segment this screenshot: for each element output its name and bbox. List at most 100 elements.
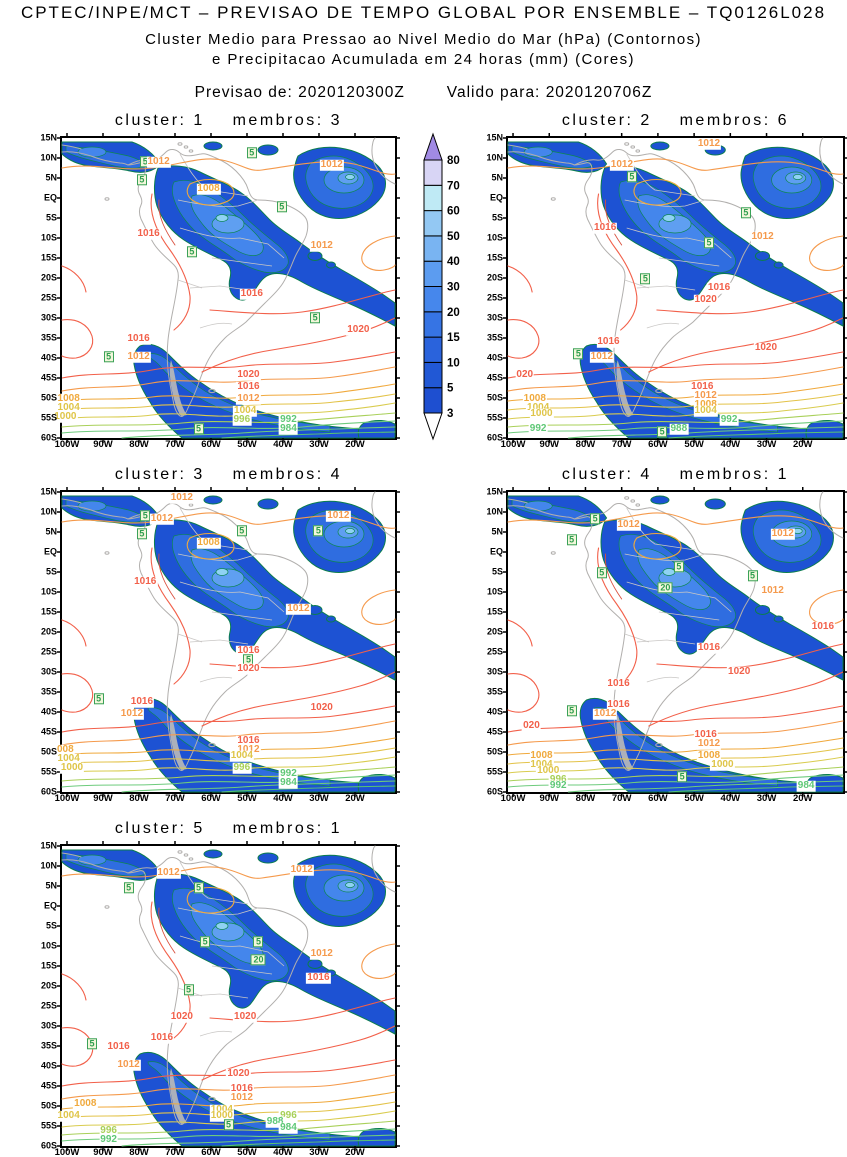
lat-tick-label: 5N (491, 526, 503, 537)
lon-tick-label: 30W (309, 1147, 329, 1157)
panel-title: cluster: 1 membros: 3 (114, 112, 343, 129)
precip-contour-label: 5 (103, 351, 114, 363)
contour-labels-layer: 1012 1012 5 5 1016 1012 5 5 1016 1020 1016 1020 5 101… (508, 138, 843, 438)
precip-contour-label: 5 (626, 171, 637, 183)
lat-tick-label: 50S (486, 746, 503, 757)
lat-tick-label: 35S (486, 686, 503, 697)
map-cluster-2 (502, 133, 847, 443)
pressure-contour-label: 984 (279, 422, 298, 435)
lat-tick-label: 5N (45, 526, 57, 537)
lon-tick-label: 70W (165, 439, 185, 450)
lat-tick-label: 5N (45, 880, 57, 891)
precip-contour-label: 5 (703, 237, 715, 249)
pressure-contour-label: 1020 (233, 1010, 258, 1023)
map-cluster-5 (57, 841, 400, 1151)
precip-contour-label: 5 (183, 984, 194, 996)
pressure-contour-label: 1012 (593, 707, 618, 720)
lat-tick-label: 15S (40, 960, 57, 971)
lon-tick-label: 90W (93, 439, 113, 450)
colorbar-scale: 3 5 10 15 20 30 40 50 60 70 80 (423, 132, 460, 441)
lat-tick-label: 40S (486, 352, 503, 363)
pressure-contour-label: 1016 (136, 227, 161, 240)
pressure-contour-label: 1020 (727, 665, 752, 678)
lat-tick-label: 10S (40, 940, 57, 951)
lon-tick-label: 20W (345, 793, 365, 804)
precip-contour-label: 5 (253, 936, 264, 948)
pressure-contour-label: 1012 (770, 527, 795, 540)
lon-tick-label: 60W (201, 439, 221, 450)
pressure-contour-label: 1000 (209, 1109, 234, 1122)
lat-tick-label: 10N (486, 152, 503, 163)
pressure-contour-label: 992 (528, 422, 548, 435)
lat-tick-label: 5S (45, 566, 57, 577)
pressure-contour-label: 1016 (693, 728, 718, 741)
lat-tick-label: 10S (40, 586, 57, 597)
pressure-contour-label: 1020 (309, 701, 334, 714)
pressure-contour-label: 1008 (529, 749, 554, 762)
precip-contour-label: 5 (566, 534, 577, 546)
pressure-contour-label: 1016 (106, 1040, 131, 1053)
lat-tick-label: 60S (40, 786, 57, 797)
lon-tick-label: 40W (720, 439, 741, 450)
pressure-contour-label: 1012 (286, 602, 311, 615)
pressure-contour-label: 1016 (306, 971, 331, 984)
lat-tick-label: 25S (40, 292, 57, 303)
svg-text:50: 50 (447, 231, 460, 243)
panel-title: cluster: 3 membros: 4 (114, 466, 343, 483)
time-line: Previsao de: 2020120300Z Valido para: 202… (0, 84, 847, 102)
lat-tick-label: EQ (43, 900, 57, 911)
precip-contour-label: 5 (673, 561, 684, 573)
lat-tick-label: 30S (40, 312, 57, 323)
precip-contour-label: 5 (136, 174, 147, 186)
lat-tick-label: 10S (486, 586, 503, 597)
pressure-contour-label: 1016 (133, 575, 158, 588)
lat-tick-label: 45S (40, 726, 57, 737)
lat-tick-label: 20S (486, 272, 503, 283)
svg-text:60: 60 (447, 206, 460, 218)
lat-tick-label: 30S (40, 666, 57, 677)
pressure-contour-label: 1000 (710, 758, 735, 771)
lon-tick-label: 30W (756, 793, 777, 804)
map-cluster-3 (57, 487, 400, 797)
lon-tick-label: 80W (129, 1147, 149, 1157)
lat-tick-label: 40S (40, 706, 57, 717)
lat-tick-label: 55S (40, 1120, 57, 1131)
lon-tick-label: 100W (54, 793, 80, 804)
pressure-contour-label: 1008 (522, 392, 547, 405)
pressure-contour-label: 1004 (209, 1103, 234, 1116)
lat-tick-label: 15S (486, 606, 503, 617)
lon-tick-label: 50W (684, 439, 704, 450)
pressure-contour-label: 1008 (693, 398, 718, 411)
pressure-contour-label: 1016 (229, 1082, 254, 1095)
cluster-panel-5: cluster: 5 membros: 1 (40, 820, 400, 1157)
lat-tick-label: 30S (486, 312, 503, 323)
pressure-contour-label: 1012 (693, 389, 718, 402)
pressure-contour-label: 1020 (753, 341, 779, 354)
lat-tick-label: 20S (40, 272, 57, 283)
pressure-contour-label: 1004 (56, 752, 81, 765)
precip-contour-label: 5 (740, 207, 751, 219)
precip-contour-label: 5 (123, 882, 134, 894)
svg-text:15: 15 (447, 332, 460, 344)
pressure-contour-label: 996 (279, 1109, 298, 1122)
lat-tick-label: 60S (486, 432, 503, 443)
pressure-contour-label: 988 (669, 422, 689, 435)
precip-contour-label: 5 (186, 246, 197, 258)
lon-tick-label: 40W (720, 793, 741, 804)
pressure-contour-label: 1012 (119, 707, 145, 720)
lat-tick-label: 45S (486, 726, 503, 737)
precip-contour-label: 5 (677, 771, 688, 783)
contour-labels-layer: 5 5 1012 1012 5 1008 5 1016 1012 5 1016 5 1020 1016 5 1… (53, 138, 395, 438)
cluster-panel-2: cluster: 2 membros: 6 (486, 112, 847, 449)
precip-contour-label: 5 (573, 348, 584, 360)
precip-contour-label: 5 (140, 510, 151, 522)
pressure-contour-label: 1016 (129, 695, 155, 708)
main-title: CPTEC/INPE/MCT – PREVISAO DE TEMPO GLOBA… (20, 3, 827, 22)
map-border (60, 136, 397, 440)
lat-tick-label: 55S (486, 766, 503, 777)
pressure-contour-label: 1012 (760, 584, 785, 597)
pressure-contour-label: 1016 (593, 221, 618, 234)
pressure-contour-label: 1012 (309, 947, 334, 960)
pressure-contour-label: 996 (232, 761, 252, 774)
